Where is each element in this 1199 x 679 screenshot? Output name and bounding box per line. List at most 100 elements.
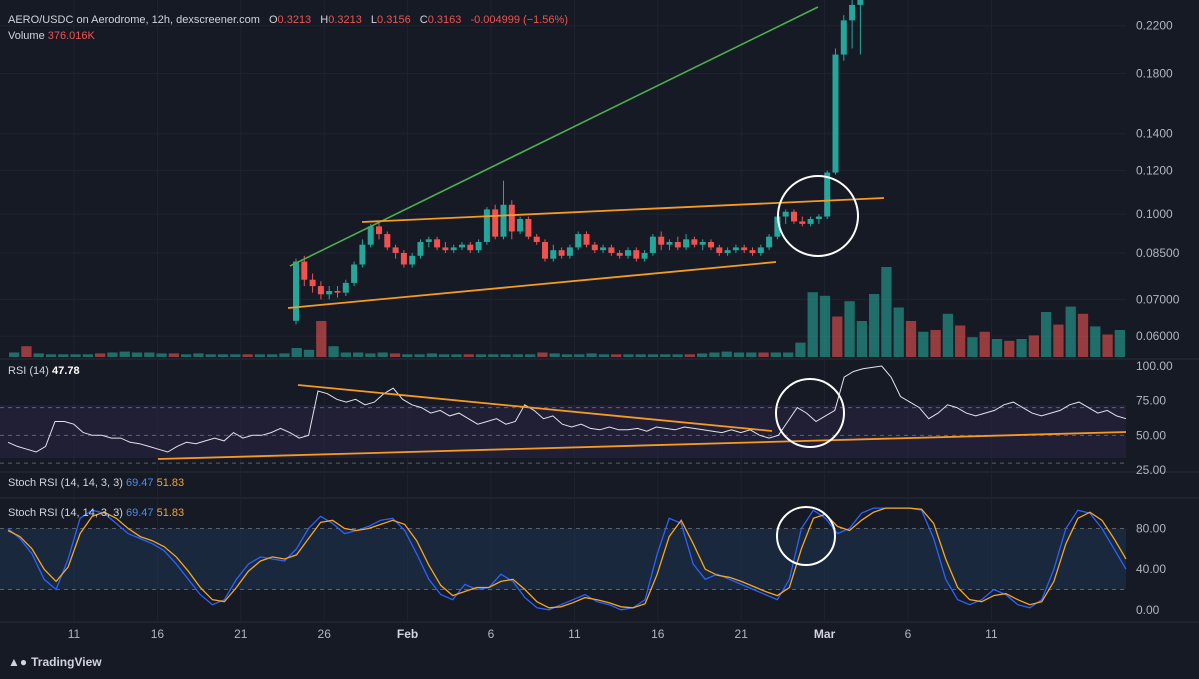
candle-body: [774, 216, 781, 237]
volume-bar: [746, 352, 757, 357]
stoch2-label: Stoch RSI (14, 14, 3, 3): [8, 507, 123, 519]
volume-bar: [856, 321, 867, 357]
volume-bar: [377, 352, 388, 357]
volume-bar: [500, 354, 511, 357]
volume-bar: [525, 354, 536, 357]
candle-body: [807, 218, 814, 224]
stoch-k-line: [7, 507, 1127, 611]
date-tick-label: 6: [905, 627, 912, 641]
volume-bar: [1102, 334, 1113, 357]
candle-body: [533, 236, 540, 242]
volume-bar: [1114, 330, 1125, 357]
volume-bar: [709, 352, 720, 357]
volume-bar: [107, 352, 118, 357]
rsi-tick-label: 50.00: [1136, 428, 1166, 442]
volume-bar: [291, 348, 302, 357]
volume-bar: [181, 354, 192, 357]
candle-body: [500, 204, 507, 237]
date-tick-label: 16: [651, 627, 665, 641]
volume-bar: [819, 295, 831, 357]
close-value: 0.3163: [427, 14, 462, 26]
rsi-tick-label: 75.00: [1136, 394, 1166, 408]
change-value: -0.004999 (−1.56%): [470, 14, 568, 26]
candle-body: [483, 209, 490, 242]
rsi-tick-label: 100.00: [1136, 359, 1173, 373]
stoch-tick-label: 40.00: [1136, 562, 1166, 576]
volume-bar: [684, 354, 695, 357]
stoch2-legend: Stoch RSI (14, 14, 3, 3) 69.47 51.83: [8, 507, 184, 519]
open-value: 0.3213: [277, 14, 312, 26]
volume-bar: [918, 331, 929, 357]
rsi-line: [7, 365, 1127, 453]
volume-bar: [21, 346, 32, 357]
volume-bar: [402, 354, 413, 357]
candle-body: [633, 250, 640, 259]
candle-body: [600, 247, 607, 251]
volume-bar: [463, 354, 474, 357]
candle-body: [683, 239, 690, 248]
volume-bar: [58, 354, 69, 357]
volume-bar: [574, 354, 585, 357]
candle-body: [666, 241, 673, 245]
volume-bar: [242, 354, 253, 357]
candle-body: [815, 216, 822, 219]
candle-body: [384, 234, 391, 248]
candle-body: [857, 0, 864, 5]
volume-bar: [1065, 306, 1076, 357]
tradingview-logo[interactable]: ▲● TradingView: [8, 655, 102, 669]
rsi-ascending-trendline: [157, 431, 1127, 460]
volume-bar: [82, 354, 93, 357]
volume-bar: [635, 354, 646, 357]
candle-body: [400, 252, 407, 265]
candle-body: [575, 234, 582, 248]
volume-bar: [623, 354, 634, 357]
date-tick-label: 6: [488, 627, 495, 641]
candle-body: [782, 211, 789, 217]
volume-bar: [205, 354, 216, 357]
date-tick-label: 26: [318, 627, 332, 641]
volume-bar: [844, 301, 855, 357]
volume-bar: [991, 339, 1003, 357]
stoch2-k-value: 69.47: [126, 507, 154, 519]
volume-bar: [881, 267, 892, 357]
volume-bar: [217, 354, 229, 357]
price-tick-label: 0.1800: [1136, 67, 1173, 81]
volume-bar: [1041, 312, 1052, 357]
candle-body: [326, 290, 333, 295]
stoch1-k-value: 69.47: [126, 477, 154, 489]
candle-body: [708, 241, 714, 248]
candle-body: [475, 241, 482, 251]
candle-body: [342, 282, 349, 293]
date-tick-label: Mar: [814, 627, 836, 641]
candle-body: [417, 241, 424, 256]
candle-body: [641, 252, 648, 259]
candle-body: [334, 290, 341, 293]
candle-body: [309, 279, 316, 287]
volume-bar: [316, 321, 327, 357]
candle-body: [608, 247, 615, 253]
volume-bar: [795, 342, 806, 357]
price-tick-label: 0.08500: [1136, 246, 1180, 260]
volume-bar: [267, 354, 278, 357]
candle-body: [691, 239, 698, 245]
volume-bar: [439, 354, 450, 357]
close-label: C: [419, 14, 428, 26]
candle-body: [517, 218, 524, 232]
volume-bar: [598, 354, 609, 357]
volume-bar: [1004, 340, 1015, 357]
volume-bar: [1090, 326, 1101, 357]
rsi-band-fill: [0, 405, 1126, 458]
volume-bar: [328, 346, 339, 357]
volume-bar: [70, 354, 81, 357]
candle-body: [467, 244, 474, 251]
volume-bar: [770, 352, 781, 357]
volume-bar: [475, 354, 487, 357]
volume-bar: [230, 354, 241, 357]
volume-bar: [353, 352, 364, 357]
rsi-value: 47.78: [52, 365, 80, 377]
symbol-title: AERO/USDC on Aerodrome, 12h, dexscreener…: [8, 14, 260, 26]
rsi-label: RSI (14): [8, 365, 49, 377]
candle-body: [616, 252, 623, 256]
volume-bar: [721, 351, 732, 357]
